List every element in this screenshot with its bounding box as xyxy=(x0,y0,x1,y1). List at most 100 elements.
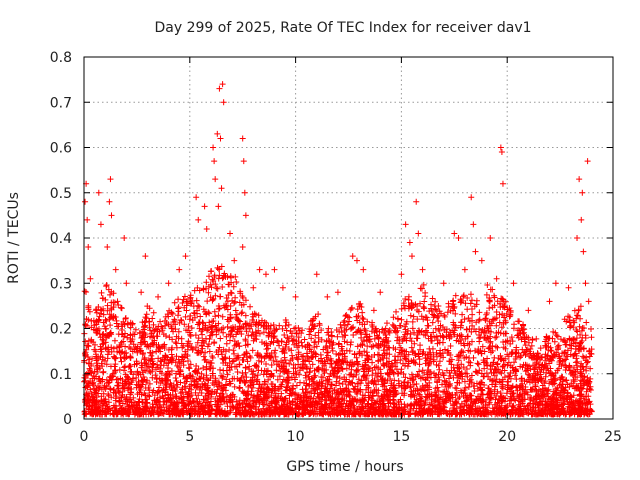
data-point xyxy=(276,373,283,380)
data-point xyxy=(500,320,507,327)
data-point xyxy=(192,332,199,339)
data-point xyxy=(113,344,120,351)
data-point xyxy=(428,301,435,308)
data-point xyxy=(211,273,218,280)
data-point xyxy=(432,325,439,332)
data-point xyxy=(421,305,428,312)
data-point xyxy=(398,305,405,312)
data-point xyxy=(394,315,401,322)
data-point xyxy=(383,320,390,327)
data-point xyxy=(177,316,184,323)
data-point xyxy=(177,390,184,397)
data-point xyxy=(484,282,491,289)
data-point xyxy=(282,322,289,329)
data-point xyxy=(238,310,245,317)
data-point xyxy=(405,296,412,303)
data-point xyxy=(230,283,237,290)
data-point xyxy=(128,385,135,392)
data-point xyxy=(467,291,474,298)
data-point xyxy=(474,360,481,367)
data-point xyxy=(249,347,256,354)
data-point xyxy=(187,332,194,339)
data-point xyxy=(82,377,89,384)
data-point xyxy=(220,324,227,331)
data-point xyxy=(372,326,379,333)
data-point xyxy=(347,341,354,348)
data-point xyxy=(100,305,107,312)
data-point xyxy=(328,333,335,340)
data-point xyxy=(223,340,230,347)
data-point xyxy=(409,325,416,332)
data-point xyxy=(473,319,480,326)
data-point xyxy=(181,293,188,300)
data-point xyxy=(555,342,562,349)
data-point xyxy=(436,358,443,365)
data-point xyxy=(484,355,491,362)
data-point xyxy=(408,338,415,345)
data-point xyxy=(432,385,439,392)
data-point xyxy=(492,343,499,350)
data-point xyxy=(341,317,348,324)
data-point xyxy=(469,322,476,329)
data-point xyxy=(461,316,468,323)
data-point xyxy=(573,362,580,369)
data-point xyxy=(460,293,467,300)
data-point xyxy=(227,274,234,281)
data-point xyxy=(293,382,300,389)
data-point xyxy=(122,343,129,350)
data-point xyxy=(98,289,105,296)
data-point xyxy=(401,379,408,386)
data-point xyxy=(385,328,392,335)
data-point xyxy=(122,330,129,337)
data-point xyxy=(185,357,192,364)
data-point xyxy=(354,306,361,313)
data-point xyxy=(209,353,216,360)
data-point xyxy=(563,377,570,384)
data-point xyxy=(344,313,351,320)
data-point xyxy=(179,300,186,307)
data-point xyxy=(410,381,417,388)
data-point xyxy=(135,398,142,405)
data-point xyxy=(482,316,489,323)
data-point xyxy=(374,373,381,380)
data-point xyxy=(305,373,312,380)
data-point xyxy=(577,346,584,353)
data-point xyxy=(196,375,203,382)
data-point xyxy=(497,390,504,397)
data-point xyxy=(227,337,234,344)
data-point xyxy=(133,374,140,381)
data-point xyxy=(286,392,293,399)
data-point xyxy=(430,329,437,336)
data-point xyxy=(126,344,133,351)
data-point xyxy=(172,374,179,381)
data-point xyxy=(390,314,397,321)
data-point xyxy=(115,385,122,392)
data-point xyxy=(312,332,319,339)
data-point xyxy=(311,339,318,346)
data-point xyxy=(104,302,111,309)
data-point xyxy=(120,338,127,345)
data-point xyxy=(308,335,315,342)
data-point xyxy=(475,317,482,324)
data-point xyxy=(556,353,563,360)
data-point xyxy=(476,309,483,316)
data-point xyxy=(232,273,239,280)
data-point xyxy=(298,353,305,360)
data-point xyxy=(460,292,467,299)
data-point xyxy=(418,313,425,320)
data-point xyxy=(493,309,500,316)
data-point xyxy=(353,367,360,374)
data-point xyxy=(143,315,150,322)
data-point xyxy=(161,341,168,348)
data-point xyxy=(132,326,139,333)
data-point xyxy=(359,309,366,316)
data-point xyxy=(465,315,472,322)
data-point xyxy=(397,357,404,364)
data-point xyxy=(149,315,156,322)
data-point xyxy=(107,322,114,329)
data-point xyxy=(579,353,586,360)
data-point xyxy=(110,345,117,352)
data-point xyxy=(134,382,141,389)
data-point xyxy=(492,334,499,341)
data-point xyxy=(338,324,345,331)
